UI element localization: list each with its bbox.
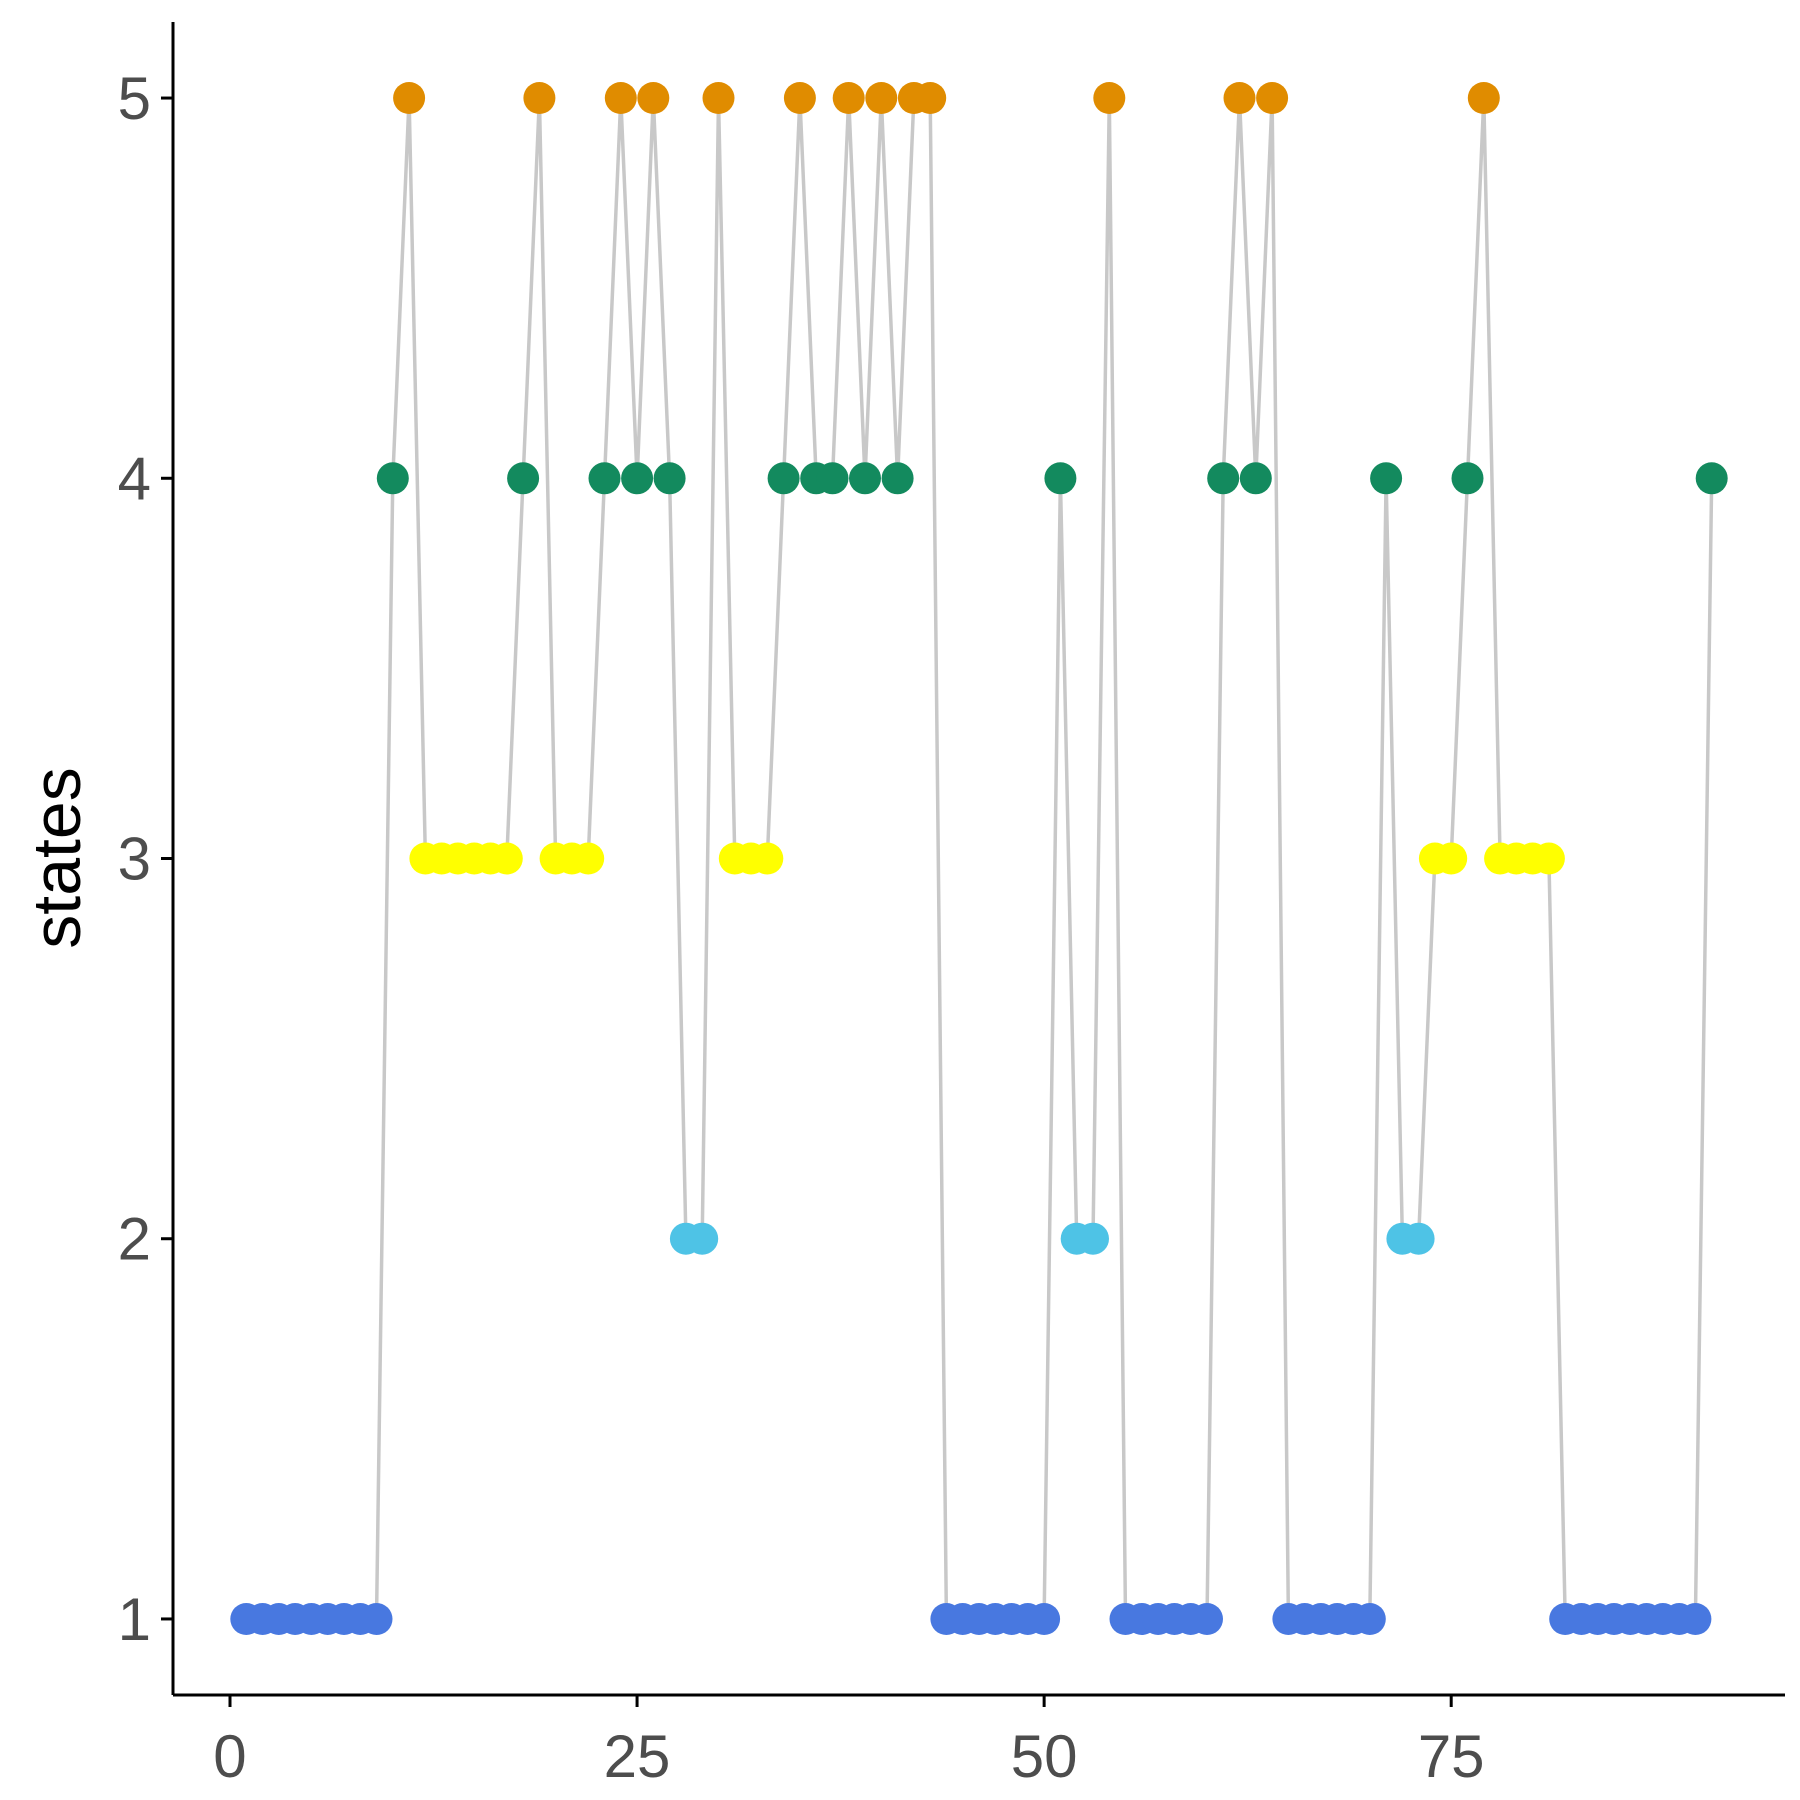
data-point-state-4 (1044, 462, 1077, 495)
data-point-state-4 (1370, 462, 1403, 495)
data-point-state-4 (376, 462, 409, 495)
data-point-state-1 (1679, 1603, 1712, 1635)
y-axis-title: states (19, 767, 95, 948)
data-point-state-4 (816, 462, 849, 495)
data-point-state-4 (507, 462, 540, 495)
data-point-state-4 (849, 462, 881, 495)
x-tick-label: 75 (1418, 1723, 1485, 1790)
data-point-state-4 (1239, 462, 1272, 495)
data-point-state-5 (604, 82, 637, 114)
data-point-state-2 (1077, 1222, 1109, 1255)
data-point-state-4 (767, 462, 800, 495)
x-tick-label: 50 (1011, 1723, 1078, 1790)
y-tick-label: 2 (118, 1206, 151, 1273)
data-point-state-4 (653, 462, 686, 495)
data-point-state-4 (621, 462, 654, 495)
y-tick-label: 1 (118, 1586, 151, 1653)
data-point-state-5 (832, 82, 865, 114)
data-point-state-5 (1256, 82, 1289, 114)
data-point-state-2 (686, 1222, 719, 1255)
data-point-state-3 (1532, 842, 1565, 875)
data-point-state-3 (490, 842, 523, 875)
state-points (230, 82, 1728, 1635)
data-point-state-4 (1451, 462, 1484, 495)
data-point-state-1 (360, 1603, 393, 1635)
x-tick-label: 25 (604, 1723, 671, 1790)
data-point-state-3 (1435, 842, 1468, 875)
data-point-state-5 (865, 82, 898, 114)
data-point-state-5 (1093, 82, 1126, 114)
data-point-state-4 (588, 462, 621, 495)
data-point-state-5 (702, 82, 735, 114)
data-point-state-4 (1695, 462, 1728, 495)
y-tick-label: 4 (118, 445, 151, 512)
data-point-state-5 (1223, 82, 1256, 114)
data-point-state-2 (1402, 1222, 1435, 1255)
data-point-state-4 (1207, 462, 1240, 495)
data-point-state-4 (881, 462, 914, 495)
data-point-state-3 (572, 842, 605, 875)
data-point-state-1 (1028, 1603, 1061, 1635)
y-tick-label: 5 (118, 65, 151, 132)
data-point-state-5 (637, 82, 670, 114)
data-point-state-3 (751, 842, 784, 875)
y-tick-label: 3 (118, 826, 151, 893)
data-point-state-1 (1191, 1603, 1223, 1635)
x-tick-label: 0 (213, 1723, 246, 1790)
data-point-state-5 (1467, 82, 1500, 114)
data-point-state-5 (783, 82, 816, 114)
data-point-state-5 (914, 82, 947, 114)
data-point-state-5 (523, 82, 556, 114)
y-axis-ticks: 1 2 3 4 5 (118, 65, 173, 1653)
data-point-state-1 (1353, 1603, 1386, 1635)
data-point-state-5 (393, 82, 426, 114)
x-axis-ticks: 0 25 50 75 (213, 1695, 1485, 1790)
